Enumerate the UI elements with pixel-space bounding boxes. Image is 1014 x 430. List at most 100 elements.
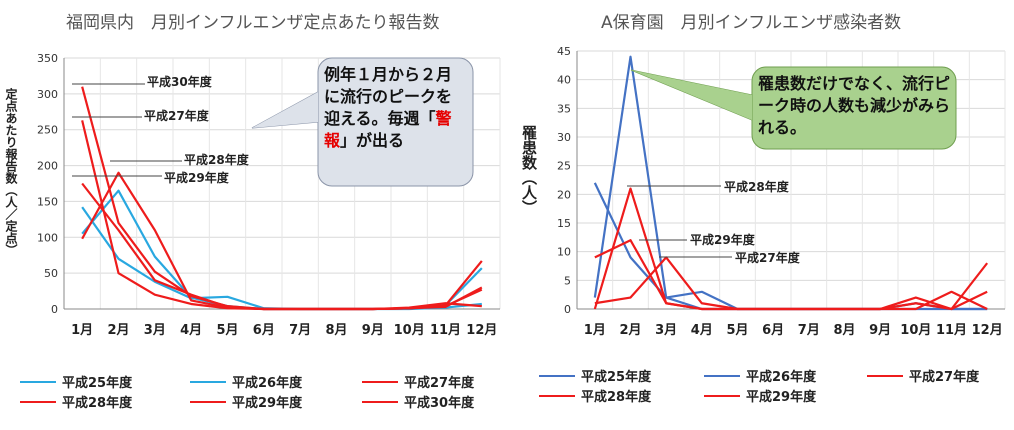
y-tick-label: 150 xyxy=(37,195,58,208)
x-tick-label: 12月 xyxy=(972,323,1003,338)
y-tick-label: 35 xyxy=(557,102,571,115)
legend-item: 平成25年度 xyxy=(539,366,651,385)
series-line xyxy=(81,86,482,311)
legend-label: 平成26年度 xyxy=(232,376,303,391)
annotation-label: 平成29年度 xyxy=(690,232,756,247)
y-tick-label: 15 xyxy=(557,217,571,230)
y-tick-label: 200 xyxy=(37,160,58,173)
legend-item: 平成26年度 xyxy=(704,366,816,385)
x-tick-label: 11月 xyxy=(936,323,967,338)
legend-label: 平成25年度 xyxy=(581,370,652,385)
right-chart-panel: A保育園 月別インフルエンザ感染者数 罹患数（人） 0 5 10 15 20 25 30 35… xyxy=(509,0,1014,430)
x-tick-label: 6月 xyxy=(762,323,784,338)
callout-text-box: 罹患数だけでなく、流行ピーク時の人数も減少がみられる。 xyxy=(758,74,950,137)
legend-label: 平成29年度 xyxy=(746,390,817,405)
x-tick-label: 8月 xyxy=(833,323,855,338)
legend-item: 平成26年度 xyxy=(190,372,302,391)
legend-swatch xyxy=(539,394,575,397)
y-tick-label: 10 xyxy=(557,246,571,259)
x-tick-label: 12月 xyxy=(466,323,497,338)
callout-text-part: 警報 xyxy=(324,109,452,150)
y-tick-label: 25 xyxy=(557,160,571,173)
x-tick-label: 2月 xyxy=(107,323,129,338)
y-tick-label: 5 xyxy=(564,274,571,287)
y-tick-label: 30 xyxy=(557,131,571,144)
x-tick-label: 7月 xyxy=(798,323,820,338)
x-tick-label: 4月 xyxy=(691,323,713,338)
y-axis-label: 定点あたり報告数（人／定点） xyxy=(4,88,18,256)
annotation-label: 平成27年度 xyxy=(144,108,210,123)
x-tick-label: 9月 xyxy=(869,323,891,338)
series-line xyxy=(594,239,988,311)
legend-swatch xyxy=(362,380,398,383)
y-tick-label: 50 xyxy=(44,267,58,280)
x-tick-label: 6月 xyxy=(253,323,275,338)
legend-item: 平成28年度 xyxy=(539,386,651,405)
y-tick-label: 0 xyxy=(564,303,571,316)
legend-swatch xyxy=(362,400,398,403)
x-tick-label: 3月 xyxy=(144,323,166,338)
legend-label: 平成28年度 xyxy=(581,390,652,405)
legend-item: 平成29年度 xyxy=(704,386,816,405)
chart-title: A保育園 月別インフルエンザ感染者数 xyxy=(601,13,902,33)
callout-text: 例年１月から２月に流行のピークを迎える。毎週「警報」が出る xyxy=(324,64,467,152)
legend-label: 平成25年度 xyxy=(62,376,133,391)
y-tick-label: 250 xyxy=(37,124,58,137)
legend-swatch xyxy=(20,400,56,403)
x-tick-label: 11月 xyxy=(430,323,461,338)
annotation-label: 平成29年度 xyxy=(164,170,230,185)
legend-swatch xyxy=(190,400,226,403)
callout-text-box: 例年１月から２月に流行のピークを迎える。毎週「警報」が出る xyxy=(324,64,467,152)
left-chart-panel: 福岡県内 月別インフルエンザ定点あたり報告数 定点あたり報告数（人／定点） 0 5… xyxy=(0,0,505,430)
legend-label: 平成27年度 xyxy=(404,376,475,391)
legend-item: 平成28年度 xyxy=(20,392,132,411)
annotation-label: 平成28年度 xyxy=(724,179,790,194)
legend-swatch xyxy=(190,380,226,383)
legend-label: 平成30年度 xyxy=(404,396,475,411)
x-tick-label: 7月 xyxy=(289,323,311,338)
y-tick-label: 40 xyxy=(557,74,571,87)
x-tick-label: 5月 xyxy=(216,323,238,338)
legend-item: 平成27年度 xyxy=(867,366,979,385)
y-tick-label: 300 xyxy=(37,88,58,101)
x-tick-label: 10月 xyxy=(900,323,931,338)
chart-title: 福岡県内 月別インフルエンザ定点あたり報告数 xyxy=(66,13,440,33)
callout-tail-fill xyxy=(252,92,318,128)
x-tick-label: 3月 xyxy=(655,323,677,338)
y-tick-label: 20 xyxy=(557,188,571,201)
legend-swatch xyxy=(704,374,740,377)
legend-swatch xyxy=(704,394,740,397)
legend-swatch xyxy=(539,374,575,377)
x-tick-label: 4月 xyxy=(180,323,202,338)
x-tick-label: 10月 xyxy=(394,323,425,338)
x-tick-label: 5月 xyxy=(726,323,748,338)
legend-swatch xyxy=(867,374,903,377)
callout-text: 罹患数だけでなく、流行ピーク時の人数も減少がみられる。 xyxy=(758,74,950,137)
legend-label: 平成29年度 xyxy=(232,396,303,411)
callout-text-part: 」が出る xyxy=(340,131,405,150)
chart-plot: 0 50 100 150 200 250 300 350 1月 2月 3月 4月 5月 6月 7月 8月 9月 1… xyxy=(37,52,501,338)
y-tick-label: 350 xyxy=(37,52,58,65)
y-tick-label: 0 xyxy=(51,303,58,316)
annotation-label: 平成27年度 xyxy=(735,250,801,265)
legend-item: 平成29年度 xyxy=(190,392,302,411)
x-tick-label: 2月 xyxy=(619,323,641,338)
legend-label: 平成26年度 xyxy=(746,370,817,385)
legend-item: 平成27年度 xyxy=(362,372,474,391)
x-tick-label: 8月 xyxy=(325,323,347,338)
x-tick-label: 1月 xyxy=(71,323,93,338)
annotation-label: 平成30年度 xyxy=(147,74,213,89)
y-tick-label: 45 xyxy=(557,45,571,58)
legend-label: 平成27年度 xyxy=(909,370,980,385)
legend-item: 平成25年度 xyxy=(20,372,132,391)
chart-plot: 0 5 10 15 20 25 30 35 40 45 1月 2月 3月 4月 5月 6月 7月 8月 9月 10月 1… xyxy=(557,45,1006,338)
x-tick-label: 1月 xyxy=(584,323,606,338)
legend-label: 平成28年度 xyxy=(62,396,133,411)
annotation-label: 平成28年度 xyxy=(184,152,250,167)
x-tick-label: 9月 xyxy=(362,323,384,338)
y-tick-label: 100 xyxy=(37,231,58,244)
callout-text-part: 例年１月から２月に流行のピークを迎える。毎週「 xyxy=(324,65,453,128)
legend-item: 平成30年度 xyxy=(362,392,474,411)
y-axis-label: 罹患数（人） xyxy=(520,125,538,215)
callout-tail-fill xyxy=(631,70,752,120)
